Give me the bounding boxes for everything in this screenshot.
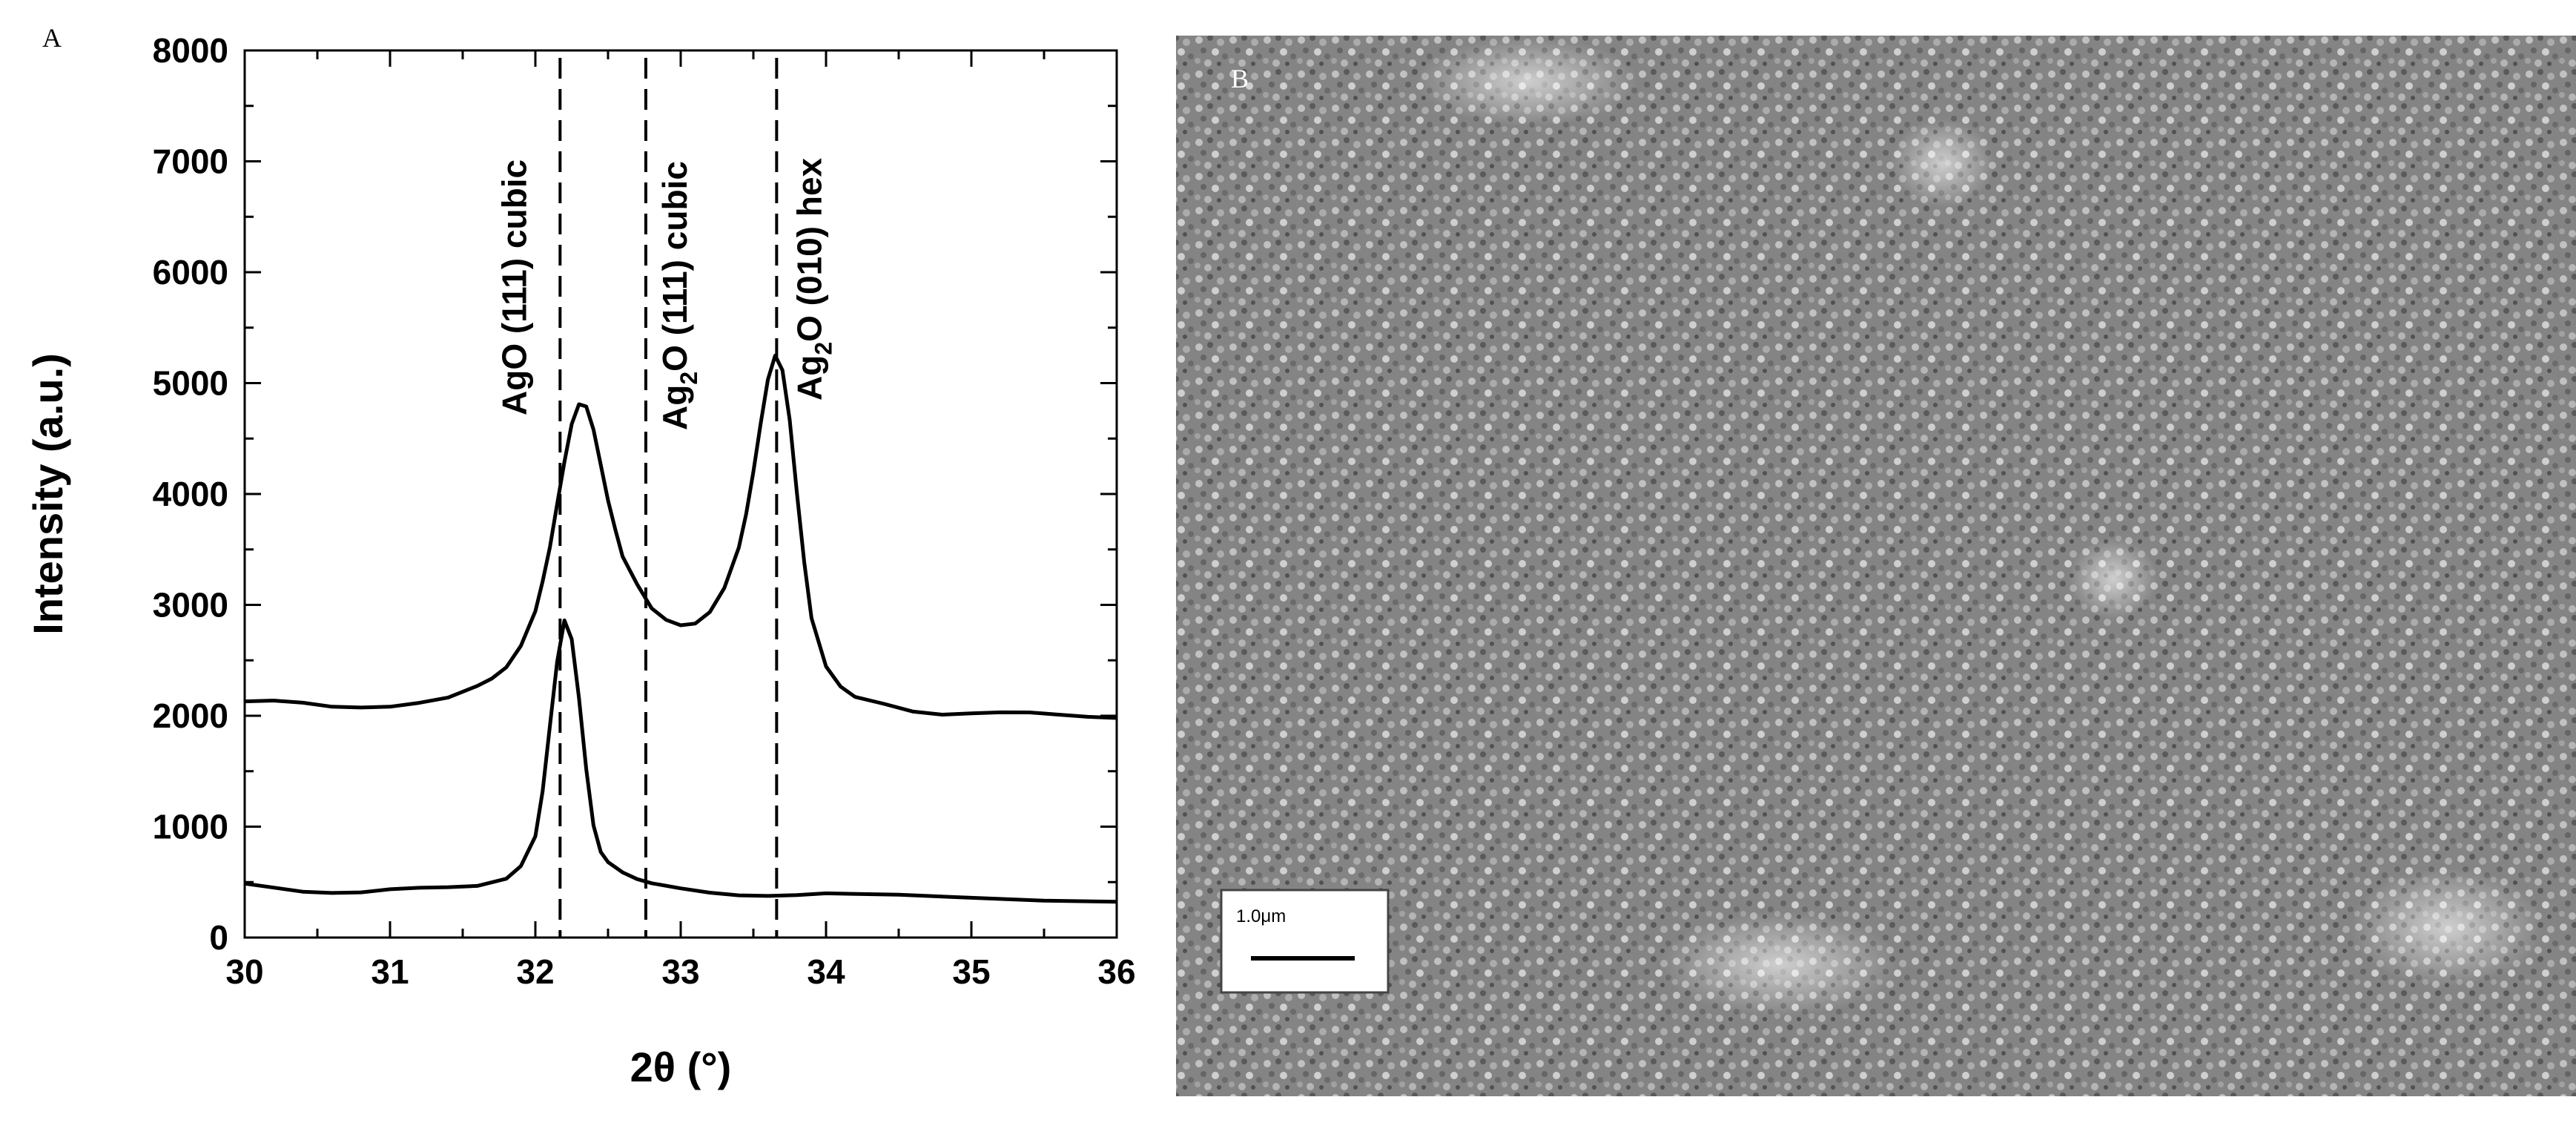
- y-tick-label: 3000: [153, 586, 228, 625]
- plot-area: [243, 49, 1118, 939]
- y-tick-label: 7000: [153, 142, 228, 181]
- peak-label-part: 2: [676, 372, 702, 385]
- y-tick-label: 8000: [153, 31, 228, 70]
- peak-label-part: 2: [810, 342, 836, 355]
- series-line-1: [245, 353, 1117, 720]
- y-axis-label: Intensity (a.u.): [24, 353, 71, 635]
- bright-cluster: [1416, 37, 1639, 126]
- x-tick-label: 35: [952, 952, 990, 991]
- x-tick-label: 30: [225, 952, 263, 991]
- peak-label-1: AgO (111) cubic: [495, 159, 533, 415]
- x-tick-label: 34: [807, 952, 845, 991]
- panel-b-letter: B: [1231, 64, 1249, 93]
- peak-label-part: AgO (111) cubic: [495, 159, 533, 415]
- x-axis-label: 2θ (°): [630, 1044, 732, 1090]
- tick-labels: 30 31 32 33 34 35 36 0 1000 2000 3000 4000 5000 6000 7…: [153, 31, 1136, 991]
- bright-cluster: [1891, 119, 1995, 208]
- peak-label-part: Ag: [790, 355, 828, 401]
- y-tick-label: 1000: [153, 808, 228, 846]
- x-tick-label: 31: [371, 952, 409, 991]
- sem-image-panel: B 1.0μm: [1176, 36, 2576, 1096]
- peak-label-part: Ag: [655, 385, 694, 430]
- series-layer: [245, 353, 1117, 904]
- bright-cluster: [1661, 912, 1898, 1016]
- x-tick-label: 33: [661, 952, 699, 991]
- peak-label-part: O (111) cubic: [655, 161, 694, 372]
- scale-bar-box: 1.0μm: [1220, 889, 1390, 994]
- peak-label-2: Ag2O (111) cubic: [655, 161, 702, 430]
- scale-bar-label: 1.0μm: [1236, 906, 1286, 926]
- xrd-chart-panel: A 30 31 32 33 34 35 36 0 1000 2000 3000 4000 5000 600…: [24, 23, 1136, 1090]
- scale-bar-background: [1220, 889, 1390, 994]
- sem-micrograph: [1176, 36, 2576, 1096]
- x-tick-label: 36: [1097, 952, 1135, 991]
- peak-label-part: O (010) hex: [790, 157, 828, 341]
- y-tick-label: 6000: [153, 253, 228, 291]
- peak-label-3: Ag2O (010) hex: [790, 157, 836, 401]
- series-line-2: [245, 618, 1117, 904]
- axis-ticks: [243, 49, 1118, 939]
- bright-cluster: [2351, 868, 2543, 986]
- y-tick-label: 4000: [153, 475, 228, 513]
- x-tick-label: 32: [516, 952, 554, 991]
- bright-cluster: [2069, 538, 2158, 619]
- sem-shading: [1176, 36, 2576, 1096]
- panel-a-letter: A: [42, 23, 62, 53]
- y-tick-label: 0: [209, 918, 228, 957]
- y-tick-label: 5000: [153, 364, 228, 403]
- y-tick-label: 2000: [153, 696, 228, 735]
